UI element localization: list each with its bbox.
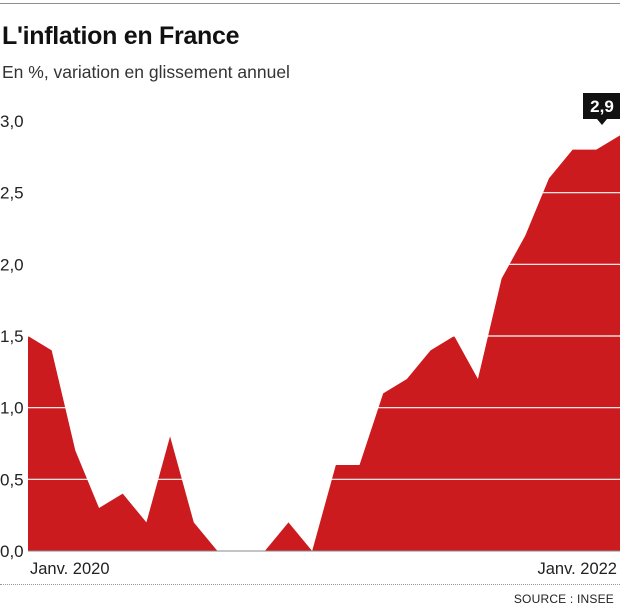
y-tick-label: 3,0 (0, 112, 24, 131)
top-rule (0, 3, 620, 4)
x-tick-label: Janv. 2022 (537, 560, 617, 578)
chart-subtitle: En %, variation en glissement annuel (2, 62, 290, 82)
y-tick-label: 2,5 (0, 184, 24, 203)
chart-title: L'inflation en France (2, 22, 240, 50)
y-tick-label: 1,5 (0, 327, 24, 346)
bottom-rule (0, 584, 620, 585)
y-tick-label: 0,5 (0, 470, 24, 489)
value-callout (583, 93, 620, 125)
y-tick-label: 0,0 (0, 542, 24, 561)
source-note: SOURCE : INSEE (513, 592, 614, 606)
x-tick-label: Janv. 2020 (30, 560, 110, 578)
inflation-area (28, 135, 620, 551)
area-chart: 0,0 0,5 1,0 1,5 2,0 2,5 3,0 Janv. 2020 Janv. 202… (0, 93, 620, 578)
value-callout-label: 2,9 (590, 97, 614, 116)
y-tick-label: 1,0 (0, 399, 24, 418)
y-tick-label: 2,0 (0, 255, 24, 274)
